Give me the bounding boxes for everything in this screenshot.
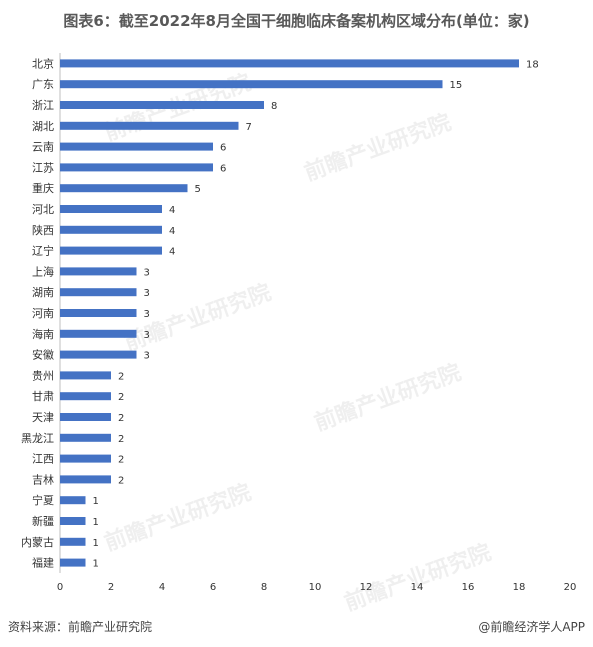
- data-label: 4: [169, 226, 175, 237]
- category-label: 湖北: [32, 120, 54, 133]
- data-label: 5: [195, 184, 201, 195]
- x-tick-label: 12: [360, 582, 373, 593]
- data-label: 1: [93, 517, 99, 528]
- x-tick-label: 6: [210, 582, 216, 593]
- data-label: 2: [118, 455, 124, 466]
- category-label: 江苏: [32, 161, 54, 174]
- category-label: 新疆: [32, 514, 54, 528]
- x-tick-label: 8: [261, 582, 267, 593]
- bar: [60, 309, 137, 317]
- data-label: 6: [220, 143, 226, 154]
- x-tick-label: 18: [513, 582, 526, 593]
- data-label: 15: [450, 80, 463, 91]
- category-label: 江西: [32, 453, 54, 466]
- bar: [60, 558, 86, 567]
- category-label: 陕西: [32, 223, 54, 237]
- data-label: 1: [93, 538, 99, 549]
- footer: 资料来源：前瞻产业研究院 @前瞻经济学人APP: [8, 618, 585, 636]
- category-label: 重庆: [32, 181, 54, 195]
- bar: [60, 80, 443, 89]
- source-note: 资料来源：前瞻产业研究院: [8, 620, 153, 634]
- category-label: 浙江: [32, 99, 54, 112]
- data-label: 1: [93, 496, 99, 507]
- x-tick-label: 20: [564, 582, 577, 593]
- category-label: 湖南: [32, 286, 54, 299]
- bar: [60, 101, 264, 109]
- bar: [60, 267, 137, 276]
- category-label: 河北: [32, 203, 54, 216]
- x-tick-label: 2: [108, 582, 114, 593]
- category-label: 吉林: [32, 472, 54, 486]
- category-label: 广东: [32, 78, 54, 91]
- x-tick-label: 16: [462, 582, 475, 593]
- bar: [60, 142, 213, 151]
- category-label: 河南: [32, 307, 54, 320]
- bar: [60, 475, 111, 484]
- bar: [60, 392, 111, 401]
- bar: [60, 496, 86, 505]
- category-label: 黑龙江: [21, 432, 54, 445]
- category-label: 云南: [32, 141, 54, 154]
- bar: [60, 225, 162, 234]
- x-tick-label: 0: [57, 582, 63, 593]
- category-label: 甘肃: [32, 390, 54, 403]
- chart-title: 图表6：截至2022年8月全国干细胞临床备案机构区域分布(单位：家): [63, 12, 530, 30]
- category-label: 福建: [32, 556, 54, 570]
- data-label: 3: [144, 267, 150, 278]
- data-label: 18: [526, 59, 539, 70]
- x-tick-label: 14: [411, 582, 424, 593]
- category-label: 安徽: [32, 348, 54, 362]
- bar: [60, 517, 86, 525]
- data-label: 6: [220, 163, 226, 174]
- data-label: 8: [271, 101, 277, 112]
- bar: [60, 246, 162, 255]
- x-tick-label: 10: [309, 582, 322, 593]
- category-label: 北京: [32, 56, 54, 70]
- data-label: 2: [118, 434, 124, 445]
- bar: [60, 350, 137, 359]
- data-label: 2: [118, 413, 124, 424]
- data-label: 3: [144, 351, 150, 362]
- bar: [60, 163, 213, 172]
- x-tick-label: 4: [159, 582, 165, 593]
- data-label: 2: [118, 475, 124, 486]
- bar: [60, 371, 111, 380]
- data-label: 3: [144, 309, 150, 320]
- category-label: 天津: [32, 411, 54, 424]
- category-label: 辽宁: [32, 244, 54, 258]
- data-label: 2: [118, 392, 124, 403]
- data-label: 3: [144, 288, 150, 299]
- category-label: 贵州: [32, 369, 54, 382]
- bar: [60, 454, 111, 463]
- bar: [60, 433, 111, 442]
- category-label: 内蒙古: [21, 535, 54, 549]
- bar: [60, 121, 239, 130]
- data-label: 3: [144, 330, 150, 341]
- data-label: 7: [246, 122, 252, 133]
- data-label: 2: [118, 371, 124, 382]
- bar: [60, 59, 519, 68]
- bar: [60, 205, 162, 213]
- category-label: 宁夏: [32, 493, 54, 507]
- bar: [60, 184, 188, 193]
- brand-credit: @前瞻经济学人APP: [478, 620, 585, 634]
- data-label: 4: [169, 247, 175, 258]
- bar: [60, 288, 137, 297]
- bar: [60, 537, 86, 546]
- bar: [60, 413, 111, 421]
- data-label: 4: [169, 205, 175, 216]
- category-label: 海南: [32, 327, 54, 341]
- category-label: 上海: [32, 264, 54, 278]
- data-label: 1: [93, 559, 99, 570]
- bar: [60, 329, 137, 338]
